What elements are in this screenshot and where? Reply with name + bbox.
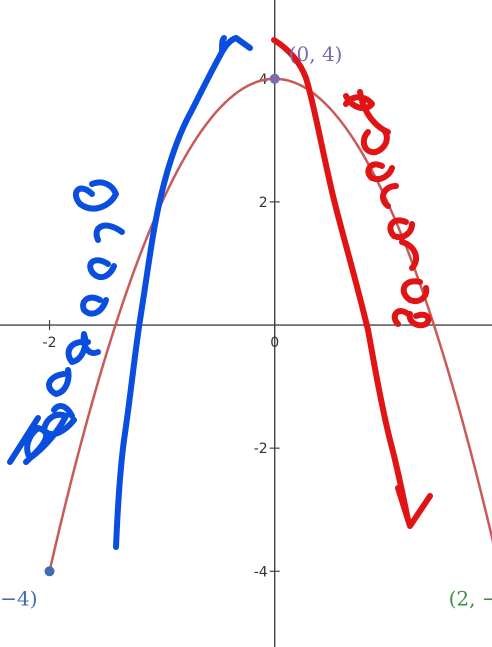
highlighted-points: (0, 4) (−2, −4) (2, −4)	[0, 42, 492, 610]
y-tick-label: -4	[254, 564, 268, 580]
point-label: (0, 4)	[289, 42, 343, 66]
y-tick-label: -2	[254, 441, 268, 457]
increase-arrow-stroke	[113, 35, 253, 550]
x-tick-label: -2	[43, 335, 57, 351]
point-label: (−2, −4)	[0, 586, 38, 610]
decrease-annotation	[271, 37, 433, 529]
point-label: (2, −4)	[449, 586, 492, 610]
data-point	[44, 566, 55, 577]
decrease-arrow-stroke	[271, 37, 433, 529]
increase-annotation	[7, 35, 253, 550]
x-tick-label: 0	[270, 335, 279, 351]
data-point	[269, 73, 280, 84]
decrease-handwriting	[343, 89, 432, 329]
increase-handwriting	[7, 179, 125, 465]
y-tick-label: 2	[259, 195, 268, 211]
